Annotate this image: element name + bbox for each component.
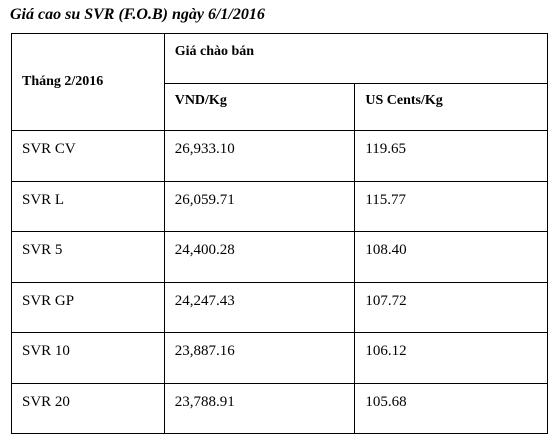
header-row: Tháng 2/2016 Giá chào bán (11, 33, 549, 131)
grade-cell: SVR 20 (11, 382, 165, 434)
price-cell: 24,247.43 (163, 281, 356, 333)
data-row: SVR 5 24,400.28 108.40 (11, 231, 548, 283)
group-header: Giá chào bán (163, 33, 549, 84)
price-cell: 24,400.28 (163, 231, 356, 283)
table-body: Tháng 2/2016 Giá chào bán VND/Kg US Cent… (11, 33, 549, 434)
subheader-row: VND/Kg US Cents/Kg (12, 83, 548, 131)
price-cell: 105.68 (354, 382, 548, 434)
grade-cell: SVR 10 (11, 332, 165, 384)
price-cell: 23,788.91 (163, 382, 356, 434)
grade-cell: SVR CV (11, 130, 165, 182)
price-cell: 26,933.10 (163, 130, 356, 182)
price-cell: 115.77 (354, 180, 548, 232)
column-header: VND/Kg (163, 83, 356, 131)
price-table: Tháng 2/2016 Giá chào bán VND/Kg US Cent… (11, 33, 549, 434)
data-row: SVR 20 23,788.91 105.68 (11, 382, 548, 434)
price-cell: 106.12 (354, 332, 548, 384)
data-row: SVR 10 23,887.16 106.12 (11, 332, 548, 384)
price-cell: 119.65 (354, 130, 548, 182)
data-row: SVR GP 24,247.43 107.72 (11, 281, 548, 333)
price-cell: 108.40 (354, 231, 548, 283)
price-cell: 26,059.71 (163, 180, 356, 232)
price-cell: 107.72 (354, 281, 548, 333)
corner-header: Tháng 2/2016 (11, 33, 165, 131)
grade-cell: SVR GP (11, 281, 165, 333)
price-cell: 23,887.16 (163, 332, 356, 384)
title: Giá cao su SVR (F.O.B) ngày 6/1/2016 (10, 6, 265, 23)
data-row: SVR CV 26,933.10 119.65 (11, 130, 548, 182)
grade-cell: SVR L (11, 180, 165, 232)
column-header: US Cents/Kg (354, 83, 548, 131)
grade-cell: SVR 5 (11, 231, 165, 283)
data-row: SVR L 26,059.71 115.77 (11, 180, 548, 232)
